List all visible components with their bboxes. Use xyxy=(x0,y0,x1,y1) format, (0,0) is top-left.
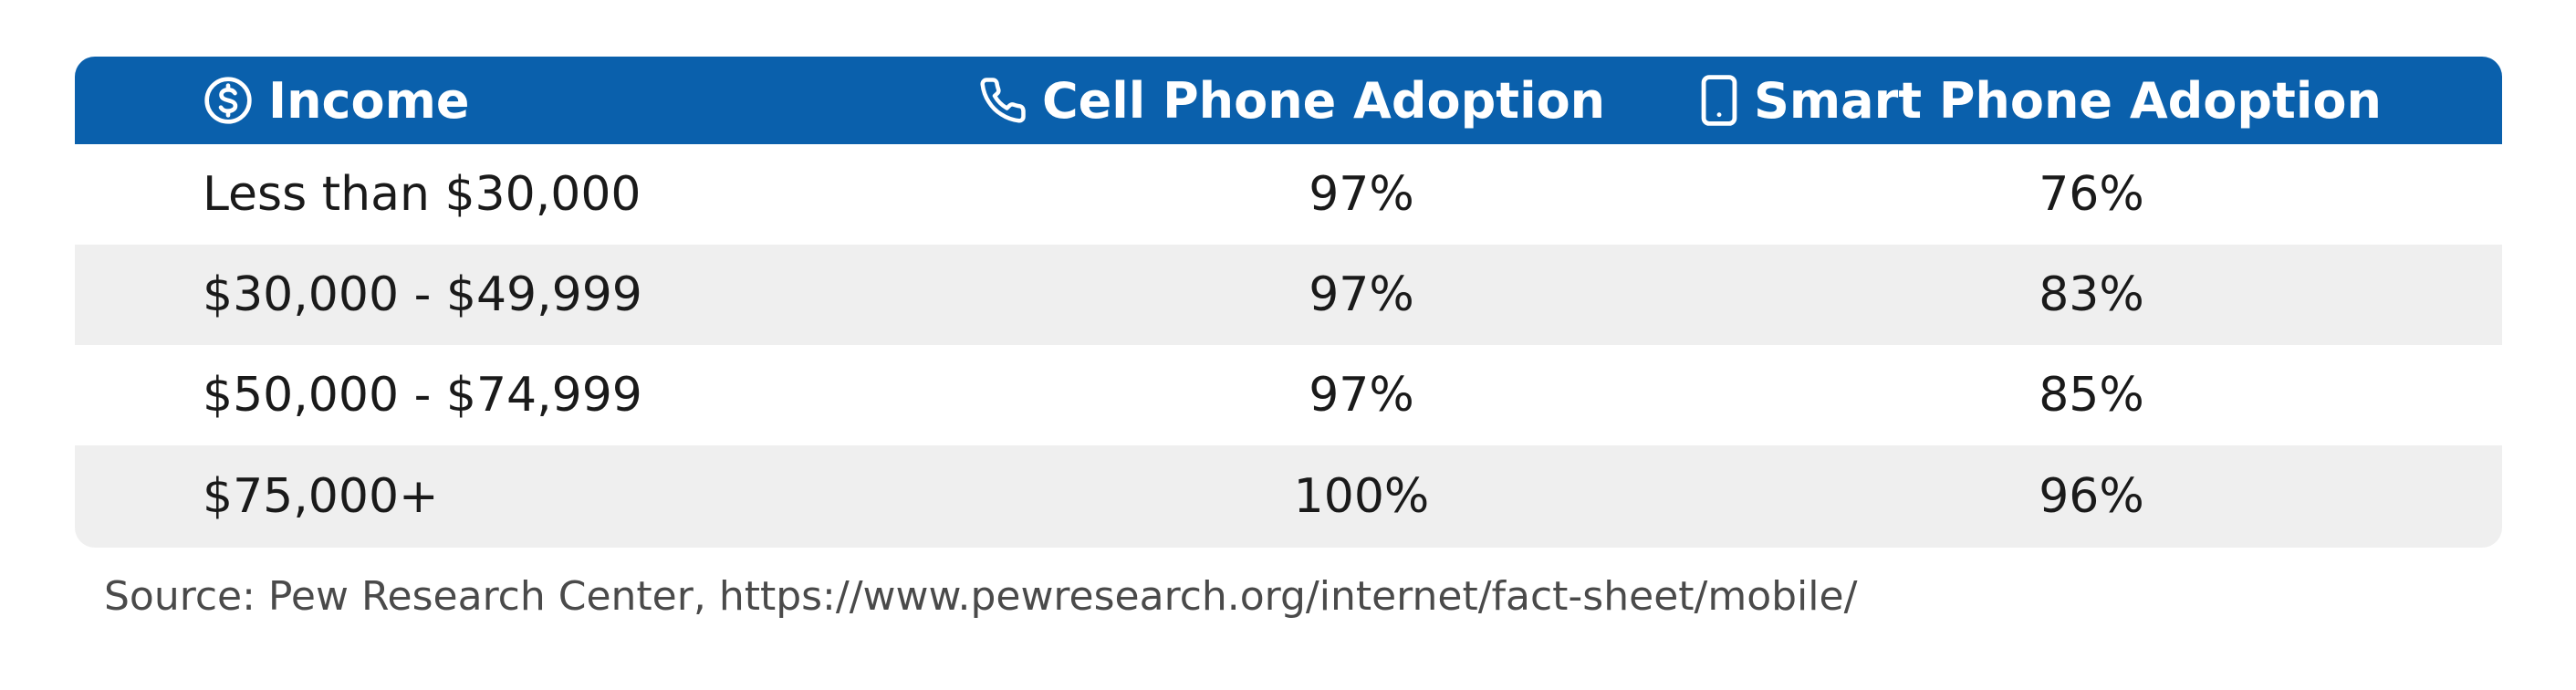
cell-phone-adoption-cell: 97% xyxy=(1309,368,1414,423)
smart-phone-adoption-cell: 76% xyxy=(2039,167,2144,222)
income-cell: $75,000+ xyxy=(203,469,439,524)
header-smart-phone-label: Smart Phone Adoption xyxy=(1754,71,2382,130)
income-cell: $50,000 - $74,999 xyxy=(203,368,642,423)
smart-phone-adoption-cell: 85% xyxy=(2039,368,2144,423)
table-row: $50,000 - $74,999 97% 85% xyxy=(75,345,2502,445)
adoption-table: Income Cell Phone Adoption Smart Phone A… xyxy=(75,57,2502,548)
cell-phone-adoption-cell: 100% xyxy=(1293,469,1430,524)
income-cell: Less than $30,000 xyxy=(203,167,641,222)
header-cell-cell-phone: Cell Phone Adoption xyxy=(978,57,1605,144)
header-cell-smart-phone: Smart Phone Adoption xyxy=(1699,57,2382,144)
table-row: Less than $30,000 97% 76% xyxy=(75,144,2502,245)
cell-phone-adoption-cell: 97% xyxy=(1309,167,1414,222)
dollar-circle-icon xyxy=(204,77,252,124)
smartphone-icon xyxy=(1701,75,1737,126)
source-note: Source: Pew Research Center, https://www… xyxy=(104,573,1858,620)
smart-phone-adoption-cell: 96% xyxy=(2039,469,2144,524)
smart-phone-adoption-cell: 83% xyxy=(2039,267,2144,322)
header-income-label: Income xyxy=(268,71,470,130)
income-cell: $30,000 - $49,999 xyxy=(203,267,642,322)
cell-phone-adoption-cell: 97% xyxy=(1309,267,1414,322)
table-row: $30,000 - $49,999 97% 83% xyxy=(75,245,2502,345)
header-cell-income: Income xyxy=(203,57,470,144)
table-header: Income Cell Phone Adoption Smart Phone A… xyxy=(75,57,2502,144)
phone-icon xyxy=(980,78,1026,123)
table-row: $75,000+ 100% 96% xyxy=(75,445,2502,548)
header-cell-phone-label: Cell Phone Adoption xyxy=(1042,71,1606,130)
